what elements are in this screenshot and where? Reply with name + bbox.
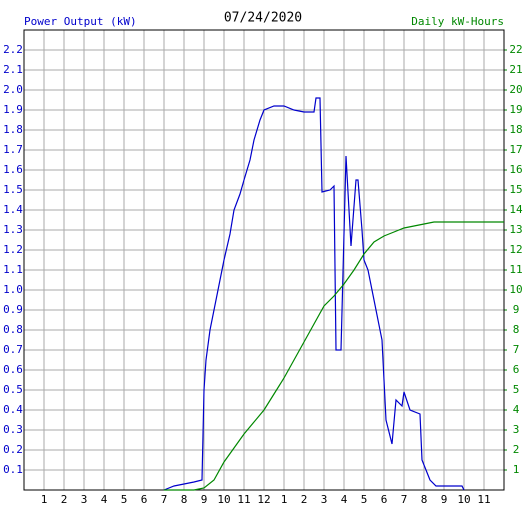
y2-tick-label: 11 — [509, 263, 522, 276]
y-tick-label: 1.8 — [3, 123, 23, 136]
x-tick-label: 10 — [457, 493, 470, 506]
y2-tick-label: 13 — [509, 223, 522, 236]
x-tick-label: 8 — [181, 493, 188, 506]
y2-tick-label: 20 — [509, 83, 522, 96]
y2-tick-label: 4 — [513, 403, 520, 416]
x-tick-label: 2 — [301, 493, 308, 506]
y-tick-label: 0.5 — [3, 383, 23, 396]
x-tick-label: 7 — [401, 493, 408, 506]
y-tick-label: 0.9 — [3, 303, 23, 316]
y-tick-label: 2.1 — [3, 63, 23, 76]
y-tick-label: 1.0 — [3, 283, 23, 296]
y2-tick-label: 7 — [513, 343, 520, 356]
data-line — [164, 221, 504, 491]
x-tick-label: 2 — [61, 493, 68, 506]
y2-tick-label: 2 — [513, 443, 520, 456]
y2-tick-label: 14 — [509, 203, 523, 216]
x-tick-label: 9 — [441, 493, 448, 506]
y2-tick-label: 18 — [509, 123, 522, 136]
y2-tick-label: 9 — [513, 303, 520, 316]
x-tick-label: 3 — [321, 493, 328, 506]
x-tick-label: 1 — [41, 493, 48, 506]
y-tick-label: 1.4 — [3, 203, 23, 216]
x-tick-label: 12 — [257, 493, 270, 506]
y-tick-label: 1.3 — [3, 223, 23, 236]
y2-tick-label: 5 — [513, 383, 520, 396]
y2-tick-label: 19 — [509, 103, 522, 116]
y2-tick-label: 16 — [509, 163, 522, 176]
y-tick-label: 0.4 — [3, 403, 23, 416]
y-tick-label: 1.1 — [3, 263, 23, 276]
y2-tick-label: 10 — [509, 283, 522, 296]
y2-tick-label: 22 — [509, 43, 522, 56]
x-tick-label: 4 — [341, 493, 348, 506]
y2-tick-label: 21 — [509, 63, 522, 76]
y-tick-label: 0.3 — [3, 423, 23, 436]
y2-tick-label: 17 — [509, 143, 522, 156]
y2-tick-label: 6 — [513, 363, 520, 376]
x-tick-label: 10 — [217, 493, 230, 506]
x-tick-label: 11 — [237, 493, 250, 506]
y-tick-label: 0.1 — [3, 463, 23, 476]
y2-tick-label: 12 — [509, 243, 522, 256]
x-tick-label: 6 — [381, 493, 388, 506]
y-tick-label: 0.7 — [3, 343, 23, 356]
data-line — [163, 97, 465, 491]
y-axis-label: Power Output (kW) — [24, 15, 137, 28]
x-tick-label: 9 — [201, 493, 208, 506]
y2-tick-label: 8 — [513, 323, 520, 336]
y2-tick-label: 3 — [513, 423, 520, 436]
y2-axis-label: Daily kW-Hours — [411, 15, 504, 28]
y-tick-label: 1.9 — [3, 103, 23, 116]
y2-tick-label: 1 — [513, 463, 520, 476]
y-tick-label: 1.2 — [3, 243, 23, 256]
y-tick-label: 0.6 — [3, 363, 23, 376]
plot-border — [23, 29, 505, 491]
y-tick-label: 1.6 — [3, 163, 23, 176]
x-tick-label: 4 — [101, 493, 108, 506]
x-tick-label: 6 — [141, 493, 148, 506]
x-tick-label: 7 — [161, 493, 168, 506]
x-tick-label: 8 — [421, 493, 428, 506]
y-tick-label: 0.2 — [3, 443, 23, 456]
y2-tick-label: 15 — [509, 183, 522, 196]
x-tick-label: 11 — [477, 493, 490, 506]
chart-title: 07/24/2020 — [224, 11, 302, 26]
x-tick-label: 5 — [361, 493, 368, 506]
y-tick-label: 1.7 — [3, 143, 23, 156]
y-tick-label: 2.2 — [3, 43, 23, 56]
x-tick-label: 3 — [81, 493, 88, 506]
y-tick-label: 1.5 — [3, 183, 23, 196]
y-tick-label: 2.0 — [3, 83, 23, 96]
x-tick-label: 1 — [281, 493, 288, 506]
y-tick-label: 0.8 — [3, 323, 23, 336]
x-tick-label: 5 — [121, 493, 128, 506]
